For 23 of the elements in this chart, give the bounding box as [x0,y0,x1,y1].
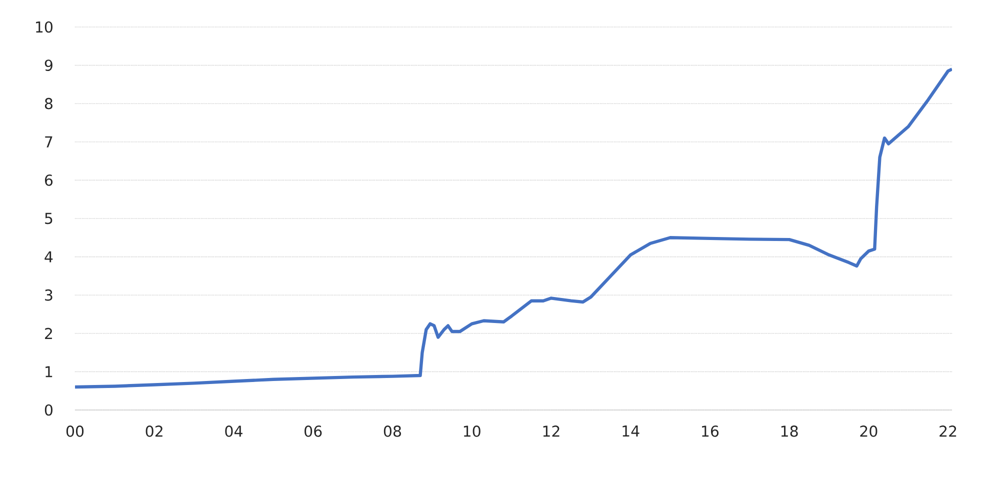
y-tick-label: 9 [44,60,52,71]
x-tick-label: 02 [146,426,162,437]
x-tick-label: 06 [304,426,322,437]
y-tick-label: 6 [44,174,53,186]
x-tick-label: 08 [384,426,401,437]
x-tick-label: 14 [622,426,640,436]
x-tick-label: 00 [66,426,84,437]
x-tick-label: 22 [940,426,956,437]
y-tick-label: 2 [45,328,52,339]
y-tick-label: 10 [36,21,52,33]
y-tick-label: 4 [44,251,53,262]
x-tick-label: 12 [543,426,560,437]
y-tick-label: 5 [45,212,52,224]
y-tick-label: 7 [45,136,52,148]
x-tick-label: 20 [860,426,878,437]
y-tick-label: 0 [44,404,52,416]
x-tick-label: 04 [225,426,242,437]
y-tick-label: 3 [45,289,52,301]
y-tick-label: 8 [44,98,52,110]
x-tick-label: 16 [702,426,719,437]
x-tick-label: 18 [781,426,798,437]
y-tick-label: 1 [46,366,52,378]
x-tick-label: 10 [464,426,480,437]
